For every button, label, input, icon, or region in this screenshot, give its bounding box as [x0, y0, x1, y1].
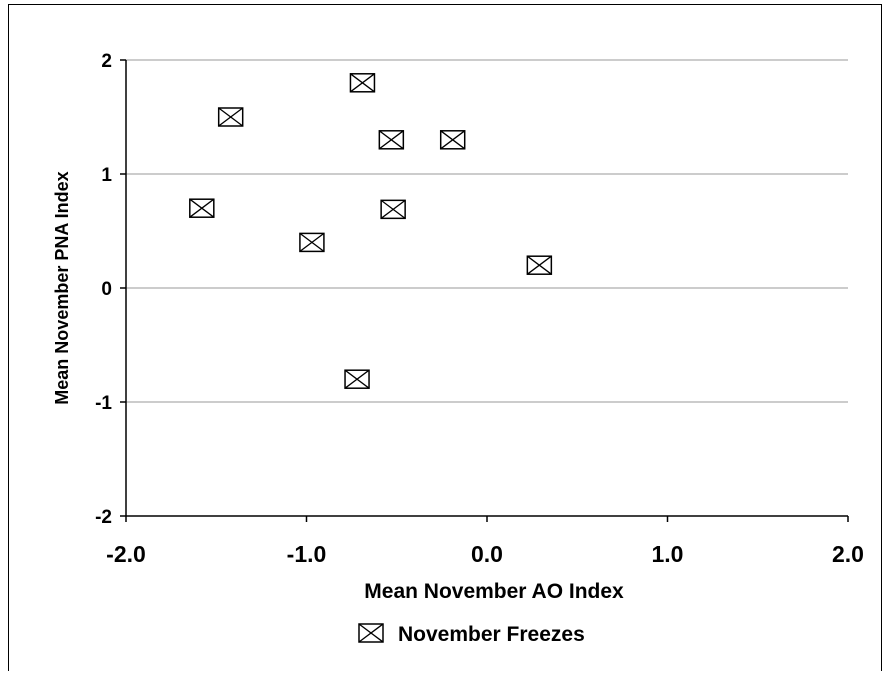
data-point: [380, 199, 406, 220]
data-points: [189, 73, 553, 389]
y-tick-label: -2: [95, 507, 112, 528]
data-point: [378, 130, 405, 150]
data-point: [189, 198, 215, 218]
data-point: [217, 107, 244, 127]
y-tick-label: -1: [95, 393, 112, 414]
chart-frame: [8, 4, 882, 671]
x-tick-label: 1.0: [652, 541, 684, 567]
legend-label: November Freezes: [398, 623, 585, 646]
x-tick-label: 2.0: [832, 541, 864, 567]
y-tick-label: 0: [101, 279, 112, 300]
x-tick-label: 0.0: [471, 541, 503, 567]
data-point: [526, 255, 553, 275]
legend-marker-box: [358, 623, 384, 643]
legend-marker-icon: [358, 623, 384, 643]
y-tick-label: 1: [101, 165, 112, 186]
y-tick-labels: -2 -1 0 1 2: [95, 51, 112, 528]
data-point: [344, 369, 370, 389]
x-axis-title: Mean November AO Index: [364, 580, 624, 603]
axes: [120, 59, 849, 522]
y-axis-title: Mean November PNA Index: [52, 171, 72, 404]
x-tick-labels: -2.0 -1.0 0.0 1.0 2.0: [106, 541, 864, 567]
gridlines: [126, 59, 848, 403]
legend: November Freezes: [358, 623, 585, 646]
data-point: [439, 130, 466, 150]
data-point: [349, 73, 376, 93]
x-tick-label: -1.0: [287, 541, 327, 567]
x-tick-label: -2.0: [106, 541, 146, 567]
y-tick-label: 2: [101, 51, 112, 72]
data-point: [299, 232, 325, 253]
